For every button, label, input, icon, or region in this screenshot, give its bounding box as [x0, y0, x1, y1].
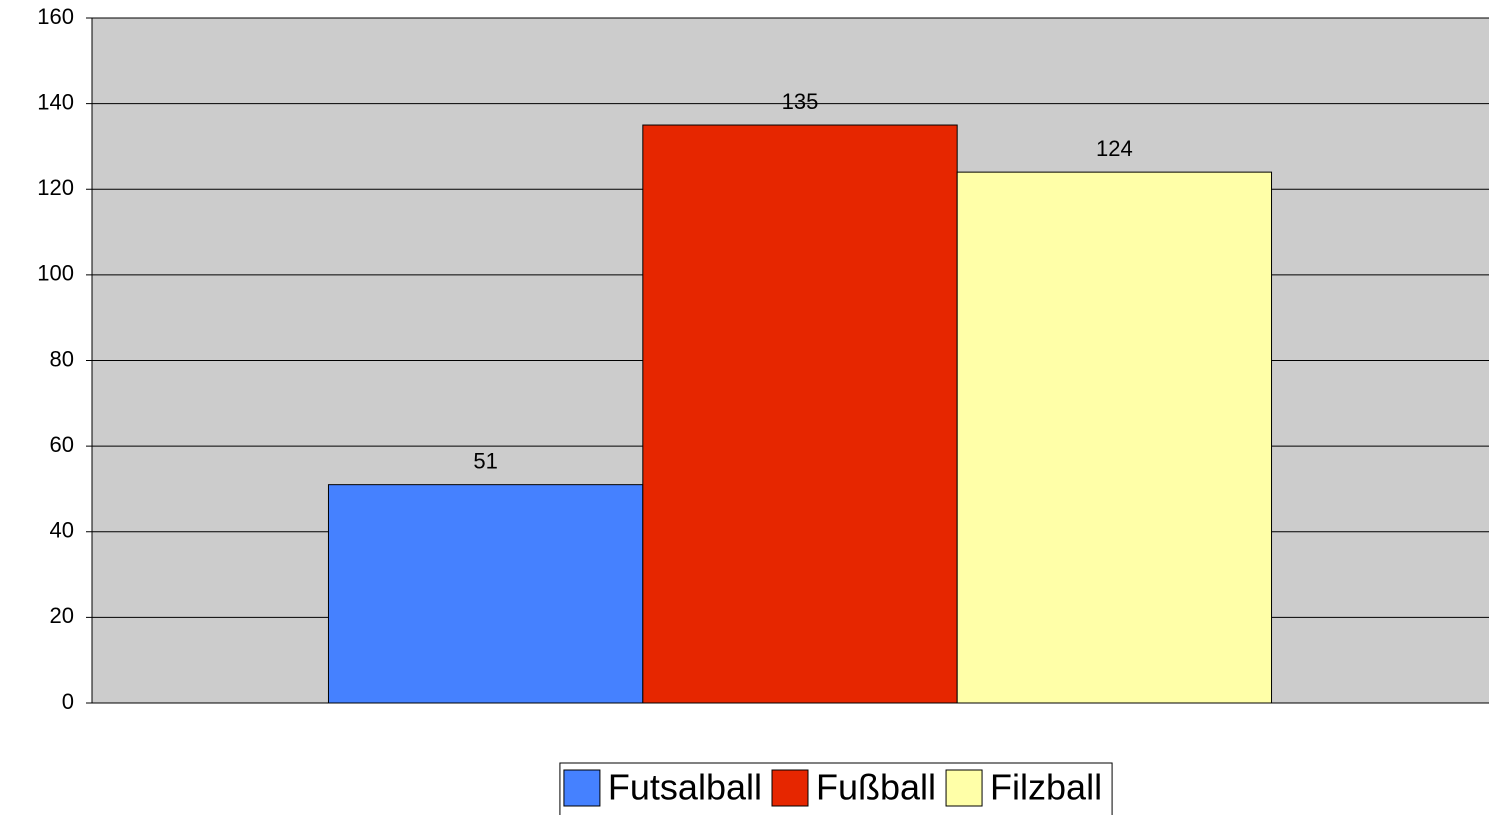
y-tick-label: 60 [50, 432, 74, 457]
legend-swatch [771, 769, 809, 807]
legend-label: Fußball [816, 767, 936, 808]
y-tick-label: 0 [62, 689, 74, 714]
legend-label: Filzball [990, 767, 1102, 808]
data-label: 124 [1096, 136, 1133, 161]
y-tick-label: 100 [37, 261, 74, 286]
y-tick-label: 160 [37, 4, 74, 29]
legend-label: Futsalball [608, 767, 762, 808]
data-label: 51 [473, 448, 497, 473]
y-tick-label: 80 [50, 346, 74, 371]
y-tick-label: 140 [37, 89, 74, 114]
y-tick-label: 20 [50, 603, 74, 628]
bar [956, 171, 1273, 704]
bar [642, 124, 958, 704]
bar [327, 484, 644, 704]
data-label: 135 [782, 89, 819, 114]
legend-box [559, 762, 1113, 815]
legend-swatch [945, 769, 983, 807]
y-tick-label: 40 [50, 518, 74, 543]
legend-swatch [563, 769, 601, 807]
y-tick-label: 120 [37, 175, 74, 200]
